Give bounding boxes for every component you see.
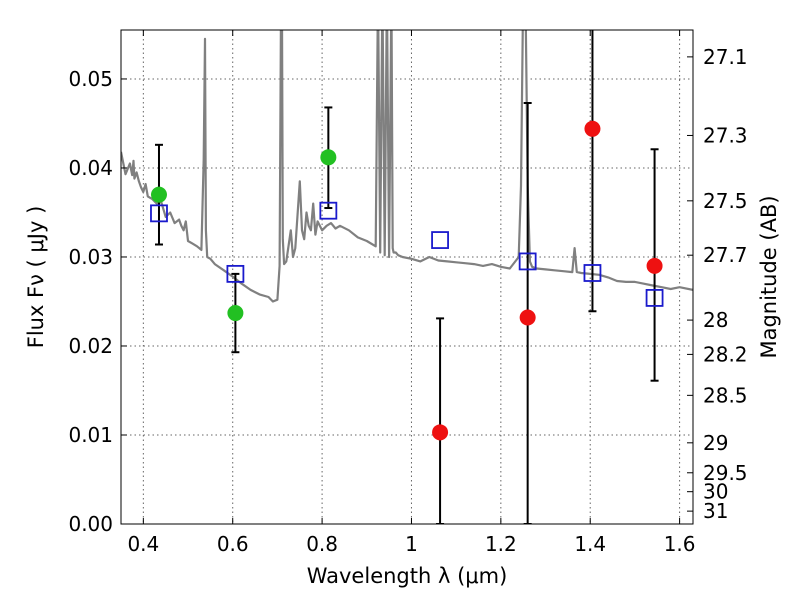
model-photometry-box xyxy=(319,201,338,220)
y-axis-title: Flux Fν ( μJy ) xyxy=(24,206,48,349)
errorbar-layer xyxy=(154,30,659,524)
model-photometry-box xyxy=(518,252,537,271)
right-tick-label: 27.7 xyxy=(703,243,748,267)
y-tick-label: 0.00 xyxy=(68,512,113,536)
y-tick-label: 0.03 xyxy=(68,245,113,269)
x-tick-label: 1.4 xyxy=(574,532,606,556)
right-tick-label: 29.5 xyxy=(703,461,748,485)
right-tick-label: 28.2 xyxy=(703,342,748,366)
right-tick-label: 28 xyxy=(703,308,728,332)
x-tick-label: 1.6 xyxy=(664,532,696,556)
plot-area xyxy=(121,30,693,524)
right-axis-title: Magnitude (AB) xyxy=(757,195,781,358)
nondetection-point xyxy=(432,424,449,441)
detection-point xyxy=(320,149,337,166)
point-layer xyxy=(150,120,663,441)
x-tick-label: 0.6 xyxy=(217,532,249,556)
axis-tick-labels: 0.4 0.6 0.8 1 1.2 1.4 1.6 0.00 0.01 0.02 0.03 0.04 0… xyxy=(68,45,747,556)
x-tick-label: 1.2 xyxy=(485,532,517,556)
model-photometry-box xyxy=(150,204,168,223)
y-tick-label: 0.02 xyxy=(68,334,113,358)
model-photometry-box xyxy=(583,264,602,282)
y-tick-label: 0.01 xyxy=(68,423,113,447)
right-tick-label: 30 xyxy=(703,480,728,504)
right-tick-label: 27.5 xyxy=(703,189,748,213)
template-spectrum-line xyxy=(121,30,693,303)
x-axis-title: Wavelength λ (μm) xyxy=(307,564,508,588)
nondetection-point xyxy=(519,309,536,326)
y-tick-label: 0.04 xyxy=(68,156,113,180)
x-tick-label: 0.8 xyxy=(306,532,338,556)
model-box-layer xyxy=(150,201,664,307)
right-tick-label: 27.1 xyxy=(703,45,748,69)
model-photometry-box xyxy=(645,289,664,307)
detection-point xyxy=(150,186,167,203)
detection-point xyxy=(227,305,244,322)
right-tick-label: 28.5 xyxy=(703,383,748,407)
right-tick-label: 31 xyxy=(703,499,728,523)
right-tick-label: 27.3 xyxy=(703,123,748,147)
template-spectrum-layer xyxy=(121,30,693,303)
right-tick-label: 29 xyxy=(703,431,728,455)
model-photometry-box xyxy=(431,231,449,249)
axis-ticks xyxy=(121,30,693,525)
plot-frame xyxy=(120,29,694,525)
y-tick-label: 0.05 xyxy=(68,67,113,91)
nondetection-point xyxy=(646,257,663,274)
x-tick-label: 0.4 xyxy=(127,532,159,556)
nondetection-point xyxy=(584,120,601,137)
x-tick-label: 1 xyxy=(405,532,418,556)
model-photometry-box xyxy=(226,264,245,283)
